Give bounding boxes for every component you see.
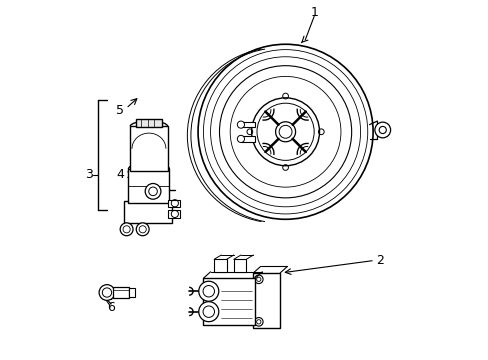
Text: 6: 6 [107,301,115,314]
Circle shape [237,121,244,128]
Circle shape [145,184,161,199]
Bar [113,287,129,298]
Circle shape [198,302,218,322]
Circle shape [120,223,133,236]
Bar [136,118,162,127]
Text: 5: 5 [116,104,124,117]
Text: 4: 4 [116,168,124,181]
Circle shape [251,98,319,166]
Bar [167,210,180,217]
Bar [241,122,255,127]
Circle shape [254,275,263,284]
Circle shape [275,122,295,142]
Circle shape [198,281,218,301]
Circle shape [237,135,244,143]
Text: 1: 1 [309,6,318,19]
Bar [214,259,226,272]
Bar [129,288,135,297]
Text: 2: 2 [376,254,384,267]
Circle shape [254,318,263,326]
Text: 3: 3 [85,168,93,181]
Bar [203,278,255,325]
Bar [241,136,255,142]
Bar [167,200,180,207]
Bar [253,273,280,328]
Bar [128,169,169,203]
Bar [130,126,167,171]
Circle shape [136,223,149,236]
Bar [233,259,246,272]
Bar [124,202,172,223]
Circle shape [99,285,115,300]
Circle shape [374,122,390,138]
Circle shape [198,44,372,219]
